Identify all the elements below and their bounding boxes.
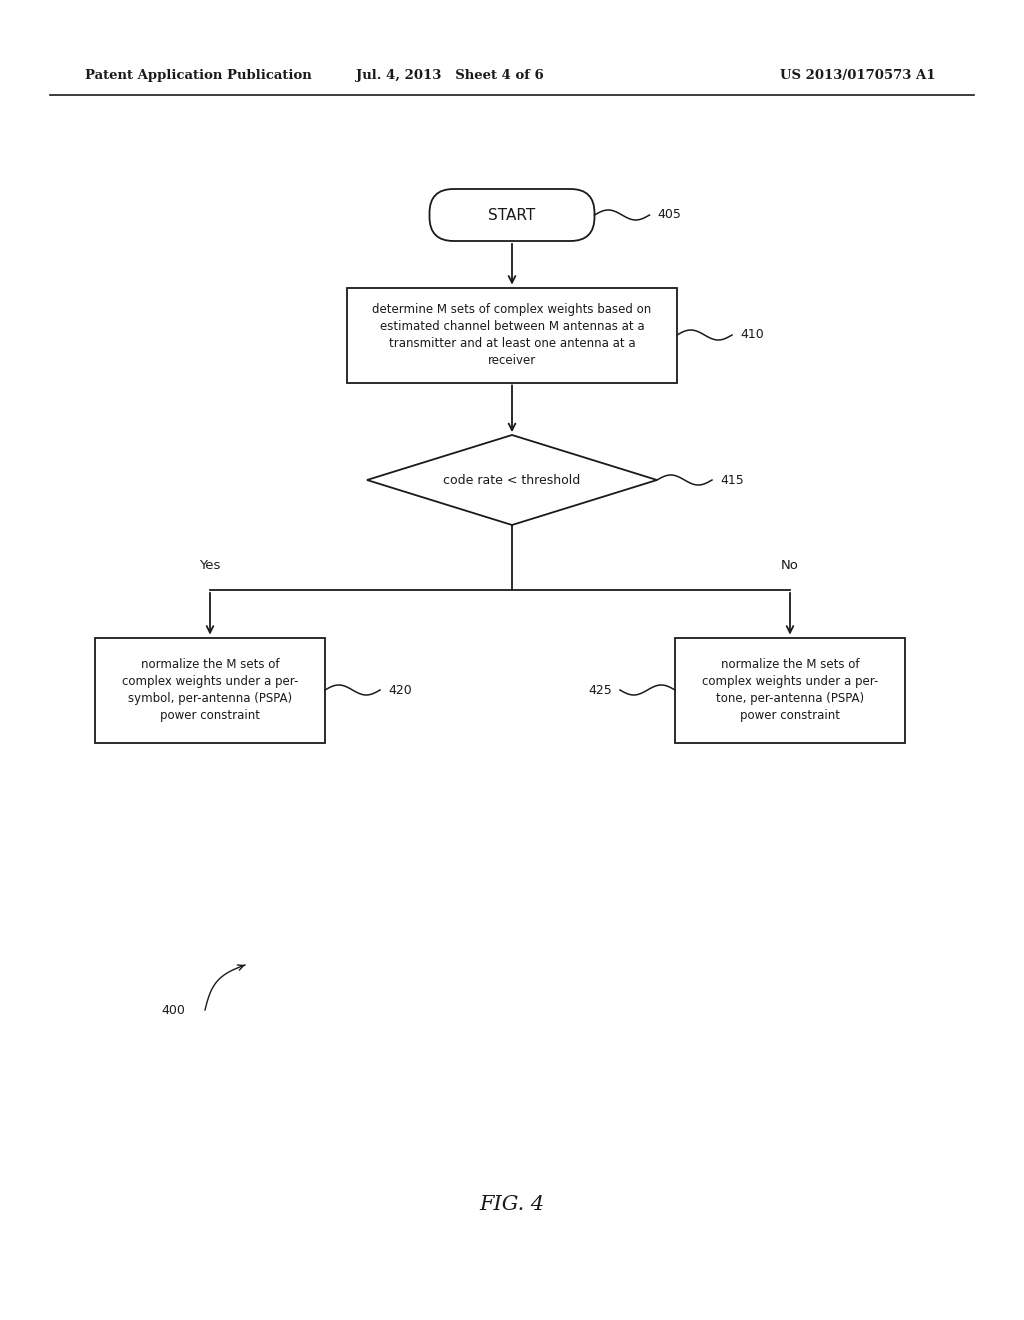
Bar (347, 288, 677, 383)
Text: normalize the M sets of
complex weights under a per-
tone, per-antenna (PSPA)
po: normalize the M sets of complex weights … (701, 657, 879, 722)
Bar (675, 638, 905, 742)
Text: Jul. 4, 2013   Sheet 4 of 6: Jul. 4, 2013 Sheet 4 of 6 (356, 69, 544, 82)
Text: determine M sets of complex weights based on
estimated channel between M antenna: determine M sets of complex weights base… (373, 304, 651, 367)
Text: 400: 400 (161, 1003, 185, 1016)
FancyBboxPatch shape (429, 189, 595, 242)
Text: normalize the M sets of
complex weights under a per-
symbol, per-antenna (PSPA)
: normalize the M sets of complex weights … (122, 657, 298, 722)
Text: No: No (781, 558, 799, 572)
Text: 415: 415 (720, 474, 743, 487)
Text: code rate < threshold: code rate < threshold (443, 474, 581, 487)
Text: 410: 410 (740, 329, 764, 342)
Text: Patent Application Publication: Patent Application Publication (85, 69, 311, 82)
Bar (95, 638, 325, 742)
Text: US 2013/0170573 A1: US 2013/0170573 A1 (780, 69, 936, 82)
Text: FIG. 4: FIG. 4 (479, 1196, 545, 1214)
Polygon shape (367, 436, 657, 525)
Text: START: START (488, 207, 536, 223)
Text: 405: 405 (657, 209, 681, 222)
Text: Yes: Yes (200, 558, 221, 572)
Text: 425: 425 (588, 684, 612, 697)
Text: 420: 420 (388, 684, 412, 697)
